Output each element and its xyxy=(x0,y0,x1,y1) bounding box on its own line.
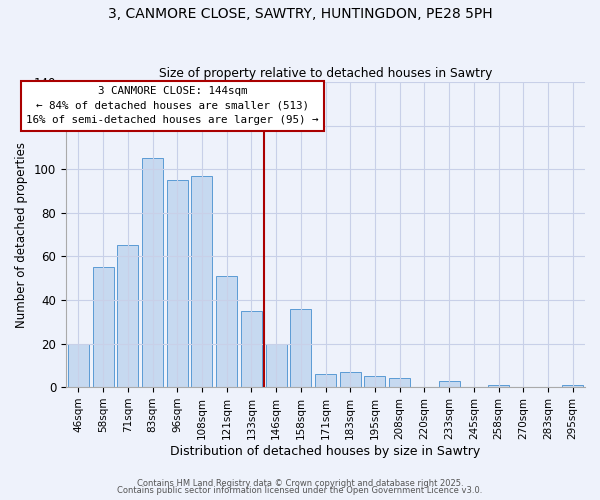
X-axis label: Distribution of detached houses by size in Sawtry: Distribution of detached houses by size … xyxy=(170,444,481,458)
Bar xyxy=(142,158,163,387)
Bar xyxy=(340,372,361,387)
Y-axis label: Number of detached properties: Number of detached properties xyxy=(16,142,28,328)
Bar xyxy=(68,344,89,387)
Bar xyxy=(266,344,287,387)
Bar xyxy=(315,374,336,387)
Bar xyxy=(216,276,237,387)
Text: Contains HM Land Registry data © Crown copyright and database right 2025.: Contains HM Land Registry data © Crown c… xyxy=(137,478,463,488)
Title: Size of property relative to detached houses in Sawtry: Size of property relative to detached ho… xyxy=(159,66,492,80)
Bar xyxy=(167,180,188,387)
Bar xyxy=(439,380,460,387)
Text: Contains public sector information licensed under the Open Government Licence v3: Contains public sector information licen… xyxy=(118,486,482,495)
Bar xyxy=(389,378,410,387)
Bar xyxy=(191,176,212,387)
Bar xyxy=(488,385,509,387)
Bar xyxy=(118,246,139,387)
Bar xyxy=(290,308,311,387)
Bar xyxy=(92,268,113,387)
Bar xyxy=(364,376,385,387)
Text: 3, CANMORE CLOSE, SAWTRY, HUNTINGDON, PE28 5PH: 3, CANMORE CLOSE, SAWTRY, HUNTINGDON, PE… xyxy=(107,8,493,22)
Bar xyxy=(241,311,262,387)
Text: 3 CANMORE CLOSE: 144sqm
← 84% of detached houses are smaller (513)
16% of semi-d: 3 CANMORE CLOSE: 144sqm ← 84% of detache… xyxy=(26,86,319,125)
Bar xyxy=(562,385,583,387)
